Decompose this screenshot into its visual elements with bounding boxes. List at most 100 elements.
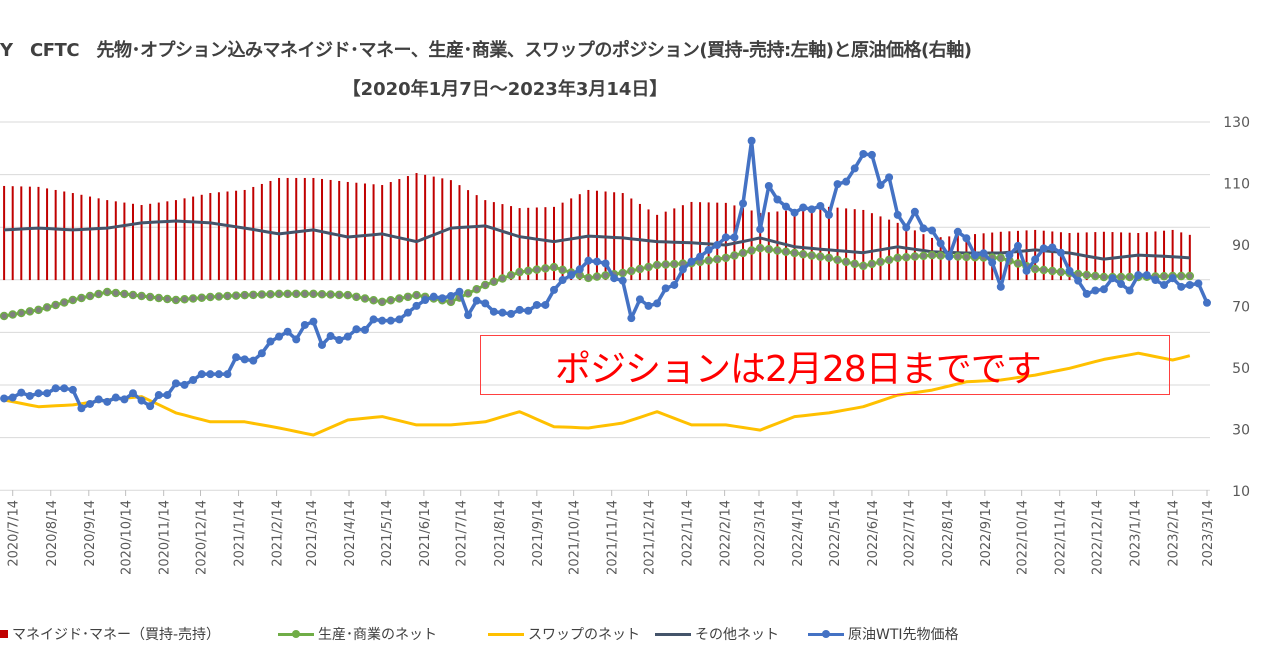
managed-money-bar [200, 194, 203, 281]
wti-price-point [739, 199, 748, 208]
other-net-line [4, 219, 1190, 261]
wti-price-point [833, 180, 842, 189]
wti-price-point [1142, 271, 1151, 280]
producer-net-point [747, 246, 756, 255]
producer-net-point [274, 289, 284, 299]
producer-net-point [17, 308, 26, 318]
producer-net-point [1013, 259, 1023, 268]
managed-money-bar [638, 203, 641, 281]
producer-net-point [1039, 265, 1049, 275]
wti-price-point [489, 307, 498, 316]
producer-net-point [1159, 272, 1169, 281]
producer-net-point [867, 259, 877, 269]
managed-money-bar [166, 201, 169, 281]
producer-net-point [197, 293, 206, 302]
wti-price-point [945, 252, 954, 261]
wti-price-point [77, 404, 86, 413]
managed-money-bar [1016, 230, 1019, 281]
wti-price-point [43, 389, 52, 398]
x-tick-label: 2023/1/14 [1129, 500, 1144, 567]
producer-net-point [618, 268, 627, 278]
producer-net-point [171, 295, 181, 305]
producer-net-point [0, 311, 9, 321]
managed-money-bar [424, 174, 427, 281]
producer-net-point [25, 307, 35, 316]
managed-money-bar [355, 182, 358, 281]
managed-money-bar [819, 207, 822, 281]
producer-net-point [996, 253, 1006, 263]
managed-money-bar [11, 186, 14, 281]
wti-price-point [111, 393, 120, 402]
producer-net-point [635, 264, 645, 274]
producer-net-point [309, 289, 318, 299]
wti-price-point [644, 301, 653, 310]
producer-net-point [188, 294, 198, 303]
wti-price-point [807, 205, 816, 214]
wti-price-point [335, 336, 344, 345]
managed-money-bar [467, 190, 470, 281]
wti-price-point [1005, 251, 1014, 260]
y-tick-label: 130 [1223, 115, 1250, 131]
producer-net-point [291, 289, 301, 299]
y-tick-label: 70 [1232, 300, 1250, 316]
producer-net-point [953, 252, 963, 261]
managed-money-bar [492, 202, 495, 281]
wti-price-point [352, 325, 361, 334]
producer-net-point [927, 250, 937, 260]
wti-price-point [455, 287, 464, 296]
producer-net-point [781, 247, 791, 257]
x-tick-label: 2020/9/14 [83, 500, 98, 567]
managed-money-bar [1025, 230, 1028, 281]
wti-price-point [1022, 266, 1031, 275]
wti-price-point [696, 252, 705, 261]
producer-net-point [51, 300, 60, 310]
wti-price-point [661, 284, 670, 293]
managed-money-bar [699, 202, 702, 281]
wti-price-point [721, 233, 730, 242]
legend-other: その他ネット [655, 624, 779, 644]
legend-line-icon [655, 632, 691, 636]
producer-net-point [790, 248, 799, 258]
wti-price-point [601, 259, 610, 268]
producer-net-point [592, 272, 602, 281]
wti-price-point [1091, 286, 1100, 295]
producer-net-point [532, 265, 542, 274]
producer-net-point [910, 252, 920, 261]
producer-net-point [498, 274, 507, 283]
wti-price-point [592, 257, 601, 266]
wti-price-point [790, 208, 799, 217]
wti-price-point [610, 274, 619, 283]
producer-net-point [1048, 266, 1057, 276]
managed-money-bar [363, 183, 366, 281]
managed-money-bar [338, 180, 341, 281]
managed-money-bar [398, 179, 401, 281]
x-tick-label: 2020/11/14 [158, 500, 173, 575]
managed-money-bar [527, 207, 530, 281]
producer-net-point [884, 255, 894, 265]
wti-price-point [936, 239, 945, 248]
wti-price-point [885, 173, 894, 182]
managed-money-bar [192, 196, 195, 281]
managed-money-bar [106, 200, 109, 281]
managed-money-bar [1068, 233, 1071, 281]
wti-price-point [1082, 289, 1091, 298]
producer-net-point [755, 243, 765, 253]
y-tick-label: 10 [1232, 484, 1250, 500]
managed-money-bar [157, 202, 160, 281]
x-tick-label: 2022/8/14 [941, 500, 956, 567]
producer-net-point [163, 294, 172, 304]
producer-net-point [558, 265, 567, 275]
wti-price-point [60, 384, 69, 393]
managed-money-bar [664, 211, 667, 281]
wti-price-point [928, 226, 937, 235]
wti-price-point [369, 315, 378, 324]
managed-money-bar [209, 193, 212, 281]
wti-price-point [618, 276, 627, 285]
producer-net-point [850, 259, 859, 269]
producer-net-point [137, 291, 146, 301]
wti-price-point [481, 299, 490, 308]
managed-money-bar [406, 176, 409, 281]
producer-net-point [670, 259, 679, 269]
wti-price-point [1185, 280, 1194, 289]
annotation-box: ポジションは2月28日までです [480, 335, 1170, 395]
